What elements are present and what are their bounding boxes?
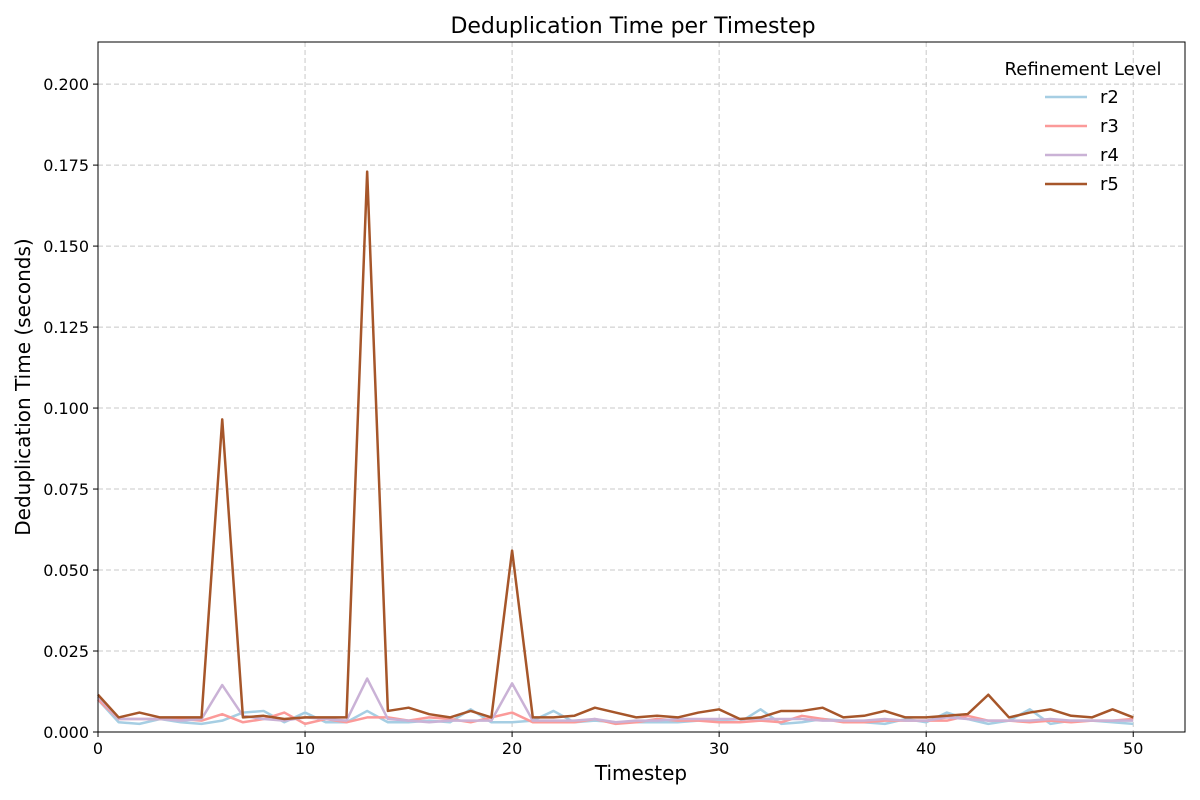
x-tick-label: 50 xyxy=(1123,739,1143,758)
legend-label-r3: r3 xyxy=(1100,116,1119,137)
x-tick-label: 10 xyxy=(295,739,315,758)
legend-label-r4: r4 xyxy=(1100,145,1119,166)
series-line-r4 xyxy=(97,677,1134,724)
y-tick-label: 0.000 xyxy=(43,723,89,742)
y-tick-label: 0.075 xyxy=(43,480,89,499)
legend-label-r5: r5 xyxy=(1100,174,1119,195)
grid xyxy=(97,42,1185,733)
x-axis-ticks: 0 10 20 30 40 50 xyxy=(93,732,1143,758)
series-group xyxy=(97,170,1134,726)
series-line-r5 xyxy=(97,170,1134,721)
x-tick-label: 40 xyxy=(916,739,936,758)
chart-title: Deduplication Time per Timestep xyxy=(450,14,815,39)
y-axis-label: Deduplication Time (seconds) xyxy=(11,238,35,535)
legend-title: Refinement Level xyxy=(1005,59,1162,80)
y-tick-label: 0.125 xyxy=(43,318,89,337)
legend: Refinement Level r2 r3 r4 r5 xyxy=(1005,59,1162,195)
x-tick-label: 0 xyxy=(93,739,103,758)
legend-label-r2: r2 xyxy=(1100,87,1119,108)
y-axis-ticks: 0.000 0.025 0.050 0.075 0.100 0.125 0.150 0.175… xyxy=(43,75,98,742)
plot-frame xyxy=(97,41,1186,733)
y-tick-label: 0.200 xyxy=(43,75,89,94)
x-tick-label: 20 xyxy=(502,739,522,758)
y-tick-label: 0.100 xyxy=(43,399,89,418)
y-tick-label: 0.175 xyxy=(43,156,89,175)
y-tick-label: 0.150 xyxy=(43,237,89,256)
y-tick-label: 0.050 xyxy=(43,561,89,580)
y-tick-label: 0.025 xyxy=(43,642,89,661)
x-axis-label: Timestep xyxy=(594,761,687,785)
x-tick-label: 30 xyxy=(709,739,729,758)
